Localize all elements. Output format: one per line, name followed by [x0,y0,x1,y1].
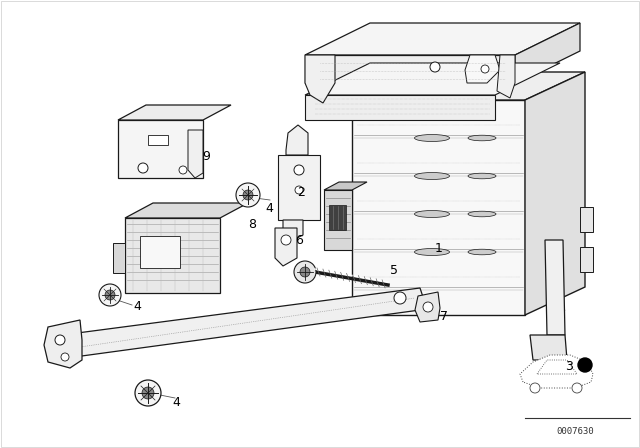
Polygon shape [324,190,352,250]
Text: 0007630: 0007630 [556,427,594,436]
Circle shape [243,190,253,200]
Polygon shape [125,203,248,218]
Circle shape [294,261,316,283]
Text: 4: 4 [172,396,180,409]
Circle shape [295,186,303,194]
Polygon shape [545,240,565,335]
Circle shape [430,62,440,72]
Text: 2: 2 [297,186,305,199]
Polygon shape [352,100,525,315]
Polygon shape [60,288,425,358]
Ellipse shape [415,211,449,217]
Polygon shape [530,335,567,360]
Ellipse shape [468,211,496,217]
Polygon shape [520,355,593,388]
Polygon shape [515,23,580,83]
Polygon shape [324,182,367,190]
Polygon shape [305,55,335,103]
Circle shape [294,165,304,175]
Polygon shape [415,292,440,322]
Circle shape [61,353,69,361]
Polygon shape [305,55,515,83]
Polygon shape [188,130,203,178]
Circle shape [572,383,582,393]
Circle shape [99,284,121,306]
Circle shape [578,358,592,372]
Ellipse shape [468,173,496,179]
Polygon shape [352,72,585,100]
Polygon shape [113,243,125,273]
Circle shape [481,65,489,73]
Polygon shape [465,55,500,83]
Text: 8: 8 [248,219,256,232]
Text: 9: 9 [202,151,210,164]
Text: 5: 5 [390,264,398,277]
Circle shape [423,302,433,312]
Circle shape [135,380,161,406]
Ellipse shape [415,249,449,255]
Text: 4: 4 [265,202,273,215]
Polygon shape [305,23,580,55]
Circle shape [105,290,115,300]
Polygon shape [537,360,577,374]
Circle shape [138,163,148,173]
Text: 7: 7 [440,310,448,323]
Circle shape [300,267,310,277]
Polygon shape [286,125,308,155]
Polygon shape [537,360,560,385]
Circle shape [55,335,65,345]
Circle shape [179,166,187,174]
Polygon shape [329,205,346,230]
Ellipse shape [415,172,449,180]
Polygon shape [305,63,560,95]
Ellipse shape [468,249,496,255]
Polygon shape [148,135,168,145]
Polygon shape [278,155,320,220]
Ellipse shape [415,134,449,142]
Circle shape [281,235,291,245]
Text: 3: 3 [565,361,573,374]
Polygon shape [140,236,180,268]
Text: 1: 1 [435,241,443,254]
Ellipse shape [468,135,496,141]
Polygon shape [305,95,495,120]
Circle shape [530,383,540,393]
Circle shape [394,292,406,304]
Polygon shape [580,207,593,232]
Text: 6: 6 [295,233,303,246]
Polygon shape [275,228,297,266]
Circle shape [142,387,154,399]
Circle shape [236,183,260,207]
Text: 4: 4 [133,301,141,314]
Polygon shape [44,320,82,368]
Polygon shape [525,72,585,315]
Polygon shape [580,247,593,272]
Polygon shape [125,218,220,293]
Polygon shape [118,105,231,120]
Polygon shape [118,120,203,178]
Polygon shape [497,55,515,98]
Polygon shape [283,220,303,240]
